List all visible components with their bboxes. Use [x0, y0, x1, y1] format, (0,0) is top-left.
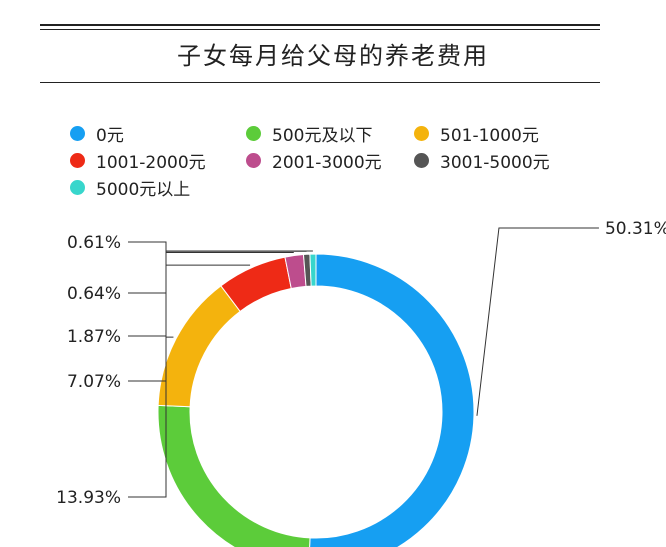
callout-line — [128, 336, 174, 498]
legend-label: 5000元以上 — [96, 180, 191, 200]
donut-slice — [157, 285, 241, 408]
legend-label: 500元及以下 — [272, 126, 373, 146]
callout-line — [476, 227, 599, 416]
data-label: 50.31% — [605, 219, 666, 239]
legend-item: 3001-5000元 — [414, 148, 550, 173]
legend-label: 2001-3000元 — [272, 153, 382, 173]
legend-item: 0元 — [70, 121, 124, 146]
legend-swatch — [414, 126, 429, 141]
data-label: 1.87% — [67, 327, 121, 347]
data-label: 0.61% — [67, 233, 121, 253]
legend-item: 2001-3000元 — [246, 148, 382, 173]
legend-label: 1001-2000元 — [96, 153, 206, 173]
chart-legend: 0元 500元及以下 501-1000元 1001-2000元 2001-3000元 30… — [0, 0, 666, 200]
data-label: 0.64% — [67, 284, 121, 304]
title-top-rule — [40, 24, 600, 26]
legend-item: 500元及以下 — [246, 121, 372, 146]
chart-title: 子女每月给父母的养老费用 — [177, 42, 489, 70]
data-label: 13.93% — [56, 488, 121, 508]
legend-swatch — [246, 126, 261, 141]
title-top-rule-thin — [40, 29, 600, 30]
callout-line — [128, 264, 251, 382]
legend-swatch — [246, 153, 261, 168]
donut-slice — [157, 404, 311, 547]
legend-swatch — [70, 180, 85, 195]
legend-swatch — [70, 126, 85, 141]
legend-label: 3001-5000元 — [440, 153, 550, 173]
legend-swatch — [70, 153, 85, 168]
callout-line — [128, 241, 313, 252]
data-label: 7.07% — [67, 372, 121, 392]
legend-item: 1001-2000元 — [70, 148, 206, 173]
legend-item: 501-1000元 — [414, 121, 539, 146]
title-bottom-rule — [40, 82, 600, 83]
legend-label: 0元 — [96, 126, 124, 146]
legend-label: 501-1000元 — [440, 126, 539, 146]
donut-slice — [309, 253, 317, 287]
legend-swatch — [414, 153, 429, 168]
legend-item: 5000元以上 — [70, 175, 190, 200]
donut-slice — [309, 253, 475, 547]
